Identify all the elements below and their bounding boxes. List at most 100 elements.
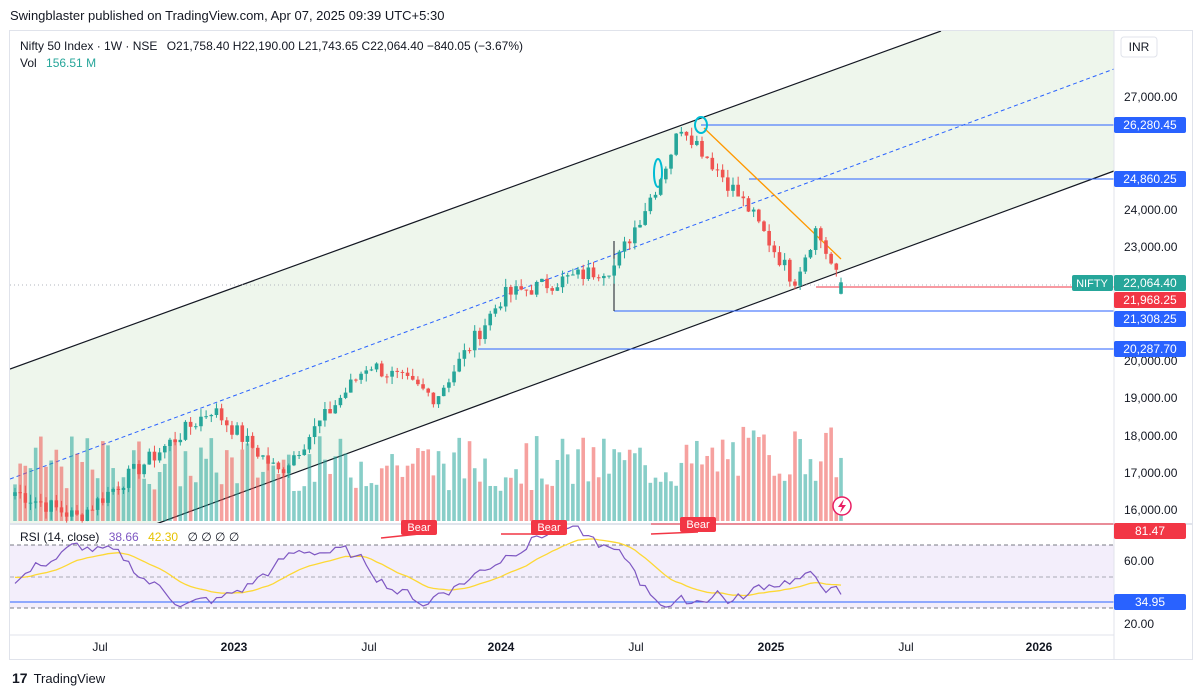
rsi-legend-extras: ∅ ∅ ∅ ∅ <box>187 530 239 544</box>
candle-body <box>751 209 756 212</box>
volume-bar <box>643 465 647 521</box>
candle-body <box>622 241 627 252</box>
volume-bar <box>452 452 456 521</box>
volume-bar <box>162 463 167 521</box>
candle-body <box>364 370 369 374</box>
svg-text:Nifty 50 Index · 1W · NSE: Nifty 50 Index · 1W · NSE O21,758.40 H22… <box>20 39 523 53</box>
volume-bar <box>689 463 694 521</box>
y-tick: 16,000.00 <box>1124 503 1178 517</box>
candle-body <box>307 437 312 450</box>
volume-bar <box>576 449 580 521</box>
x-tick: Jul <box>898 640 913 654</box>
volume-bar <box>813 480 818 521</box>
candle-body <box>643 211 647 225</box>
volume-bar <box>648 482 653 521</box>
candle-body <box>519 286 524 290</box>
volume-bar <box>679 462 684 521</box>
candle-body <box>328 408 332 414</box>
publish-header: Swingblaster published on TradingView.co… <box>10 8 445 23</box>
candle-body <box>808 249 813 258</box>
price-label-20287: 20,287.70 <box>1114 341 1186 357</box>
candle-body <box>689 135 694 145</box>
channel-median-line <box>10 68 1115 480</box>
bear-label-2: Bear <box>531 520 567 535</box>
volume-bar <box>59 466 64 521</box>
candle-body <box>173 439 177 443</box>
rsi-legend-value: 38.66 <box>109 530 139 544</box>
rsi-line <box>14 525 842 608</box>
volume-bar <box>519 483 524 521</box>
volume-bar <box>695 440 699 521</box>
chart-svg[interactable]: Bear Bear Bear 27,000.00 24,000.00 23,00… <box>10 31 1192 659</box>
volume-bar <box>286 454 291 521</box>
candle-body <box>95 498 100 510</box>
volume-bar <box>829 427 833 521</box>
volume-bar <box>447 490 451 521</box>
chart-frame[interactable]: Bear Bear Bear 27,000.00 24,000.00 23,00… <box>9 30 1193 660</box>
svg-text:26,280.45: 26,280.45 <box>1123 118 1177 132</box>
candle-body <box>390 370 394 377</box>
candle-body <box>669 154 673 169</box>
candle-body <box>302 449 307 456</box>
price-axis[interactable]: 27,000.00 24,000.00 23,000.00 20,000.00 … <box>1072 31 1186 659</box>
volume-bar <box>793 431 797 521</box>
svg-text:RSI (14, close) 38.66: RSI (14, close) 38.66 42.30 ∅ ∅ ∅ ∅ <box>20 530 239 544</box>
ohlc-values: O21,758.40 H22,190.00 L21,743.65 C22,064… <box>167 39 523 53</box>
candle-body <box>472 330 477 351</box>
candle-body <box>101 498 105 503</box>
volume-bar <box>101 441 105 521</box>
rsi-label-81: 81.47 <box>1114 523 1186 539</box>
volume-bar <box>317 436 322 521</box>
candle-body <box>395 370 400 372</box>
candle-body <box>421 384 425 389</box>
volume-bar <box>292 490 296 521</box>
vol-value: 156.51 M <box>46 56 96 70</box>
footer[interactable]: 17 TradingView <box>12 670 105 686</box>
channel-lower-line <box>155 170 1115 525</box>
volume-bar <box>571 483 575 521</box>
tradingview-logo-icon: 17 <box>12 670 28 686</box>
time-axis[interactable]: Jul 2023 Jul 2024 Jul 2025 Jul 2026 <box>10 634 1114 654</box>
y-tick: 18,000.00 <box>1124 429 1178 443</box>
candles <box>13 126 843 523</box>
candle-body <box>658 179 663 195</box>
volume-bar <box>772 475 777 521</box>
candle-body <box>18 492 22 494</box>
svg-text:21,968.25: 21,968.25 <box>1123 293 1177 307</box>
price-pane[interactable] <box>10 31 1115 525</box>
volume-bar <box>426 449 431 521</box>
volume-bar <box>622 460 627 521</box>
candle-body <box>798 271 802 286</box>
candle-body <box>452 371 456 383</box>
candle-body <box>824 240 828 254</box>
volume-bar <box>328 473 332 521</box>
volume-bar <box>302 486 307 521</box>
currency-button[interactable]: INR <box>1120 36 1158 58</box>
candle-body <box>793 281 797 286</box>
volume-bar <box>436 451 441 521</box>
candle-body <box>297 455 301 457</box>
volume-bar <box>338 438 343 521</box>
svg-text:Vol 156.51 M: Vol 156.51 M <box>20 56 96 70</box>
rsi-ma-line <box>14 538 842 597</box>
volume-bar <box>498 490 503 521</box>
volume-bar <box>493 486 498 521</box>
volume-bar <box>700 464 704 521</box>
candle-body <box>250 435 255 448</box>
candle-body <box>441 387 446 397</box>
candle-body <box>400 371 405 373</box>
candle-body <box>581 269 585 280</box>
rsi-pane[interactable]: Bear Bear Bear <box>10 517 1114 609</box>
candle-body <box>679 131 684 134</box>
volume-bar <box>736 475 740 521</box>
candle-body <box>64 512 69 517</box>
bear-label-3: Bear <box>680 517 716 532</box>
volume-bar <box>75 453 79 521</box>
candle-body <box>550 288 554 291</box>
candle-body <box>431 392 436 405</box>
volume-bar <box>684 444 689 521</box>
candle-body <box>142 464 146 475</box>
candle-body <box>286 465 291 474</box>
candle-body <box>426 388 431 393</box>
lightning-icon[interactable] <box>832 496 852 516</box>
